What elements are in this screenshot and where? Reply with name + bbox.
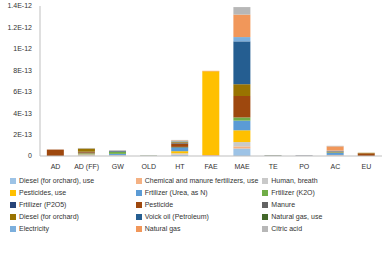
svg-text:FAE: FAE (204, 163, 218, 170)
svg-text:MAE: MAE (235, 163, 251, 170)
html-text:Pesticide: Pesticide (144, 201, 174, 208)
svg-text:AD: AD (51, 163, 61, 170)
svg-text:EU: EU (362, 163, 372, 170)
html-text:Human, breath: Human, breath (271, 177, 318, 184)
html-text:Natural gas, use: Natural gas, use (271, 213, 323, 220)
svg-text:OLD: OLD (142, 163, 156, 170)
svg-text:AC: AC (330, 163, 340, 170)
html-text:Natural gas: Natural gas (144, 225, 181, 232)
svg-text:2E-13: 2E-13 (13, 131, 32, 138)
html-text:Frtilizer (Urea, as N): Frtilizer (Urea, as N) (144, 189, 208, 196)
svg-text:1.4E-12: 1.4E-12 (8, 2, 32, 9)
svg-text:TE: TE (269, 163, 278, 170)
html-text:Pesticides, use: Pesticides, use (19, 189, 67, 196)
svg-text:PO: PO (299, 163, 310, 170)
svg-text:AD (FF): AD (FF) (74, 163, 99, 171)
svg-text:1.2E-12: 1.2E-12 (8, 24, 32, 31)
html-text:Voick oil (Petroleum): Voick oil (Petroleum) (144, 213, 209, 220)
svg-text:4E-13: 4E-13 (13, 110, 32, 117)
svg-text:HT: HT (175, 163, 185, 170)
html-text:Electricity: Electricity (19, 225, 49, 232)
html-text:Manure: Manure (271, 201, 295, 208)
svg-text:1E-12: 1E-12 (13, 45, 32, 52)
html-text:Chemical and manure fertilizer: Chemical and manure fertilizers, use (144, 177, 259, 184)
html-text:Diesel (for orchard), use: Diesel (for orchard), use (19, 177, 95, 184)
html-text:Diesel (for orchard): Diesel (for orchard) (19, 213, 79, 220)
html-text:Citric acid: Citric acid (271, 225, 302, 232)
html-text:Frtilizer (K2O): Frtilizer (K2O) (271, 189, 315, 196)
html-text:Frtilizer (P2O5): Frtilizer (P2O5) (19, 201, 67, 208)
svg-text:8E-13: 8E-13 (13, 67, 32, 74)
svg-text:6E-13: 6E-13 (13, 88, 32, 95)
svg-text:GW: GW (112, 163, 124, 170)
svg-text:0: 0 (28, 152, 32, 159)
